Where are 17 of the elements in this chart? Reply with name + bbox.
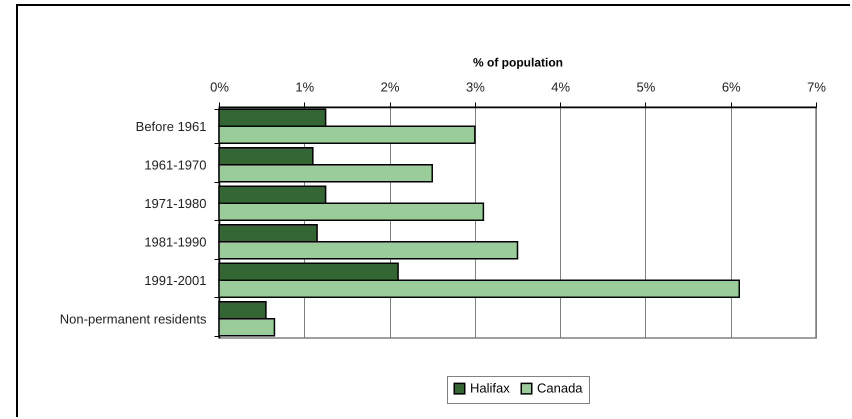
- x-tick-label: 3%: [466, 80, 486, 94]
- x-tick-label: 1%: [295, 80, 315, 94]
- x-tick-label: 2%: [380, 80, 400, 94]
- y-tick-label: Non-permanent residents: [60, 311, 207, 326]
- legend-label: Canada: [537, 380, 584, 396]
- legend-label: Halifax: [470, 380, 510, 396]
- x-tick-label: 0%: [210, 80, 230, 94]
- x-tick-label: 5%: [636, 80, 656, 94]
- y-tick-label: 1991-2001: [144, 272, 206, 288]
- y-tick-label: Before 1961: [136, 118, 206, 134]
- x-axis-title: % of population: [473, 56, 563, 70]
- x-tick-label: 7%: [807, 80, 826, 94]
- y-tick-label: 1961-1970: [144, 157, 206, 172]
- x-tick-label: 4%: [551, 80, 570, 94]
- x-tick-label: 6%: [722, 80, 742, 94]
- y-tick-label: 1981-1990: [144, 234, 206, 250]
- y-tick-label: 1971-1980: [144, 196, 206, 211]
